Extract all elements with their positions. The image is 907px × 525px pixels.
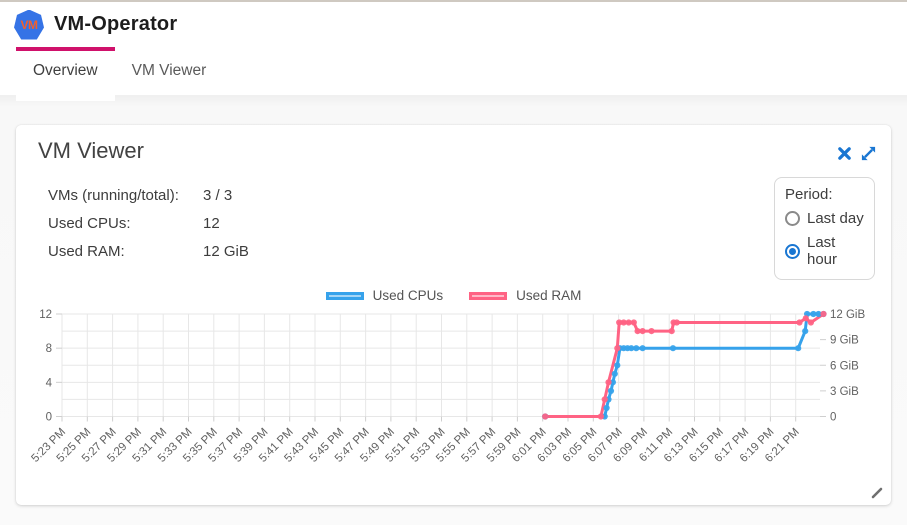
vm-viewer-widget: VM Viewer VMs (running/total): 3 / 3 Use [16, 125, 891, 505]
svg-text:12 GiB: 12 GiB [830, 309, 865, 321]
radio-last-hour[interactable] [785, 243, 800, 259]
stat-row-vms: VMs (running/total): 3 / 3 [48, 181, 249, 209]
widget-title: VM Viewer [38, 138, 144, 163]
stat-value-cpus: 12 [203, 214, 220, 232]
cpu-legend-label: Used CPUs [372, 288, 444, 303]
app-logo-icon: VM [14, 9, 44, 40]
svg-text:0: 0 [46, 412, 52, 424]
radio-option-last-day[interactable]: Last day [785, 210, 864, 227]
svg-text:8: 8 [46, 343, 52, 355]
stat-label-cpus: Used CPUs: [48, 214, 131, 232]
stat-row-ram: Used RAM: 12 GiB [48, 237, 249, 265]
svg-text:9 GiB: 9 GiB [830, 335, 859, 347]
tab-bar: Overview VM Viewer [0, 47, 907, 101]
svg-text:3 GiB: 3 GiB [830, 386, 859, 398]
vm-stats: VMs (running/total): 3 / 3 Used CPUs: 12… [48, 181, 249, 265]
page-body: VM Viewer VMs (running/total): 3 / 3 Use [0, 95, 907, 525]
period-selector: Period: Last day Last hour [774, 177, 875, 280]
logo-text: VM [20, 17, 39, 32]
radio-last-day[interactable] [785, 211, 800, 226]
tab-vm-viewer-label: VM Viewer [131, 62, 207, 79]
ram-legend-label: Used RAM [516, 288, 582, 303]
svg-text:12: 12 [39, 309, 52, 321]
ram-legend-swatch [469, 291, 508, 300]
svg-text:0: 0 [830, 412, 836, 424]
period-label: Period: [785, 186, 833, 203]
app-title: VM-Operator [54, 13, 178, 35]
tab-overview[interactable]: Overview [16, 47, 115, 101]
legend-item-used-ram[interactable]: Used RAM [469, 288, 581, 303]
stat-value-vms: 3 / 3 [203, 186, 233, 204]
cpu-legend-swatch [325, 291, 364, 300]
close-icon[interactable] [837, 146, 852, 161]
chart-legend: Used CPUs Used RAM [16, 288, 891, 303]
svg-text:6 GiB: 6 GiB [830, 360, 859, 372]
legend-item-used-cpus[interactable]: Used CPUs [325, 288, 444, 303]
radio-option-last-hour[interactable]: Last hour [785, 234, 864, 268]
app-header: VM VM-Operator [0, 0, 907, 47]
tab-vm-viewer[interactable]: VM Viewer [115, 47, 224, 95]
expand-icon[interactable] [860, 145, 877, 162]
widget-actions [837, 145, 877, 162]
stat-value-ram: 12 GiB [203, 242, 249, 260]
tab-overview-label: Overview [33, 62, 98, 79]
stat-label-vms: VMs (running/total): [48, 186, 179, 204]
usage-chart: 5:23 PM 5:25 PM 5:27 PM 5:29 PM 5:31 PM 5:33 … [24, 305, 884, 485]
stat-row-cpus: Used CPUs: 12 [48, 209, 249, 237]
usage-chart-svg: 5:23 PM5:25 PM5:27 PM5:29 PM5:31 PM5:33 … [29, 309, 865, 465]
radio-last-hour-label: Last hour [807, 234, 838, 268]
radio-last-day-label: Last day [807, 210, 864, 227]
svg-text:4: 4 [46, 377, 53, 389]
stat-label-ram: Used RAM: [48, 242, 125, 260]
active-tab-indicator [16, 47, 115, 51]
resize-handle-icon[interactable] [868, 484, 886, 502]
